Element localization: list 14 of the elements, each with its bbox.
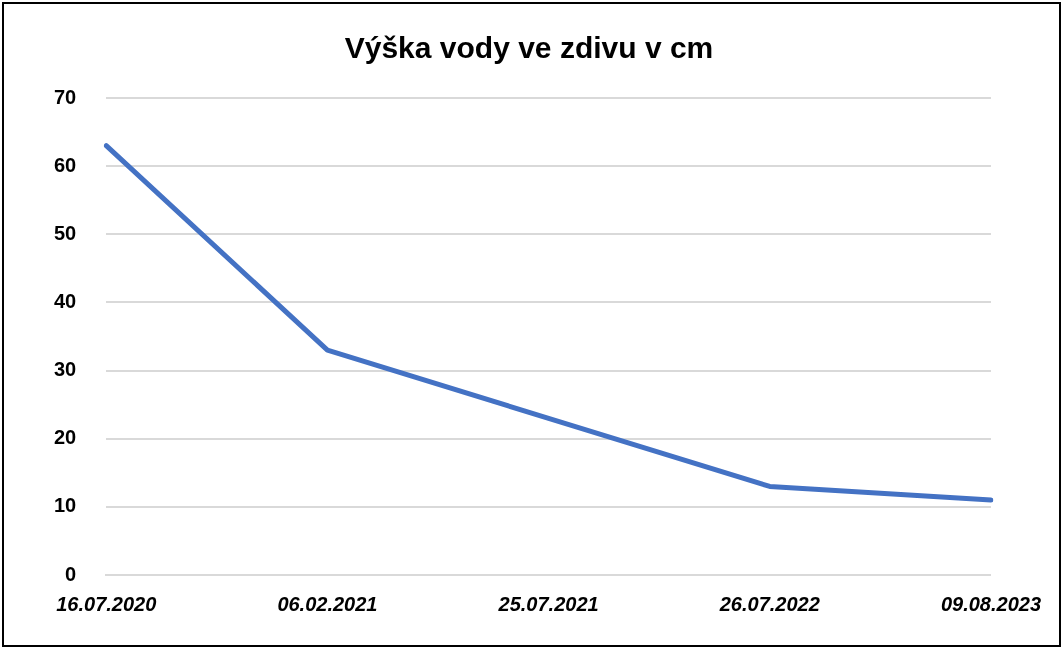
- y-tick-label: 30: [54, 358, 77, 381]
- x-tick-label: 09.08.2023: [940, 592, 1042, 615]
- y-tick-label: 40: [54, 289, 77, 312]
- x-tick-label: 26.07.2022: [718, 592, 820, 615]
- x-tick-label: 25.07.2021: [497, 592, 599, 615]
- y-tick-label: 10: [54, 494, 77, 517]
- y-tick-label: 0: [65, 562, 77, 585]
- y-tick-label: 60: [54, 153, 77, 176]
- chart-title: Výška vody ve zdivu v cm: [344, 31, 714, 65]
- y-tick-label: 20: [54, 426, 77, 449]
- x-tick-label: 06.02.2021: [277, 592, 378, 615]
- y-tick-label: 70: [54, 85, 77, 108]
- y-tick-label: 50: [54, 221, 77, 244]
- x-tick-label: 16.07.2020: [56, 592, 157, 615]
